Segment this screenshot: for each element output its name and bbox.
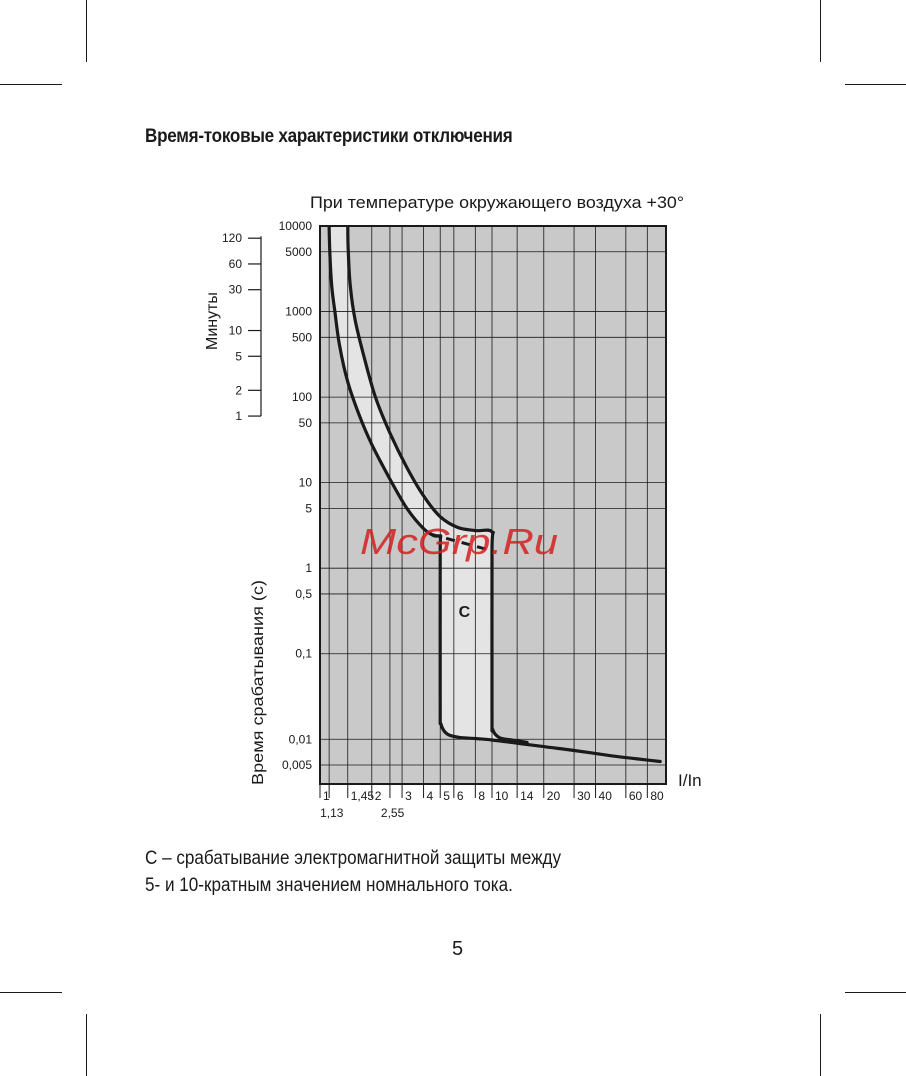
crop-mark-top-right-vertical: [820, 0, 821, 62]
minutes-axis-label: Минуты: [204, 292, 221, 350]
watermark: McGrp.Ru: [360, 521, 558, 562]
x-tick-label: 3: [405, 789, 412, 803]
horizontal-gridlines: [320, 251, 666, 766]
crop-mark-bottom-left-vertical: [86, 1014, 87, 1076]
vertical-gridlines: [328, 226, 648, 784]
y-tick-label: 10: [299, 476, 313, 490]
crop-mark-top-left-vertical: [86, 0, 87, 62]
footnote-line-1: C – срабатывание электромагнитной защиты…: [145, 848, 562, 869]
x-tick-label: 1: [323, 789, 330, 803]
y-tick-label: 0,5: [295, 587, 312, 601]
y-tick-label: 500: [292, 330, 312, 344]
x-tick-label: 1,45: [351, 789, 375, 803]
trip-curve-1: [327, 226, 662, 764]
y-tick-label: 1: [305, 561, 312, 575]
x-axis-label: I/In: [678, 771, 702, 790]
plot-frame: [319, 225, 667, 785]
footnote: C – срабатывание электромагнитной защиты…: [145, 845, 561, 899]
trip-curve-2: [346, 226, 529, 744]
minutes-tick-label: 30: [229, 283, 243, 297]
page-number: 5: [452, 938, 464, 960]
y-axis-label: Время срабатывания (с): [250, 580, 267, 785]
x-tick-label: 80: [650, 789, 664, 803]
y-tick-label: 0,01: [289, 732, 313, 746]
x-tick-label: 4: [427, 789, 434, 803]
y-tick-label: 1000: [285, 305, 312, 319]
y-tick-label: 0,005: [282, 758, 312, 772]
chart-title: При температуре окружающего воздуха +30°: [310, 194, 684, 212]
x-tick-label: 8: [478, 789, 485, 803]
minutes-tick-label: 5: [235, 349, 242, 363]
crop-mark-bottom-right-vertical: [820, 1014, 821, 1076]
y-tick-label: 10000: [279, 219, 313, 233]
x-tick-label: 14: [520, 789, 534, 803]
region-c-label: C: [459, 604, 471, 621]
x-tick-label: 1,13: [320, 806, 344, 820]
minutes-tick-label: 120: [222, 231, 242, 245]
minutes-tick-label: 60: [229, 257, 243, 271]
page-heading: Время-токовые характеристики отключения: [145, 126, 513, 147]
x-tick-label: 40: [599, 789, 613, 803]
x-tick-label: 20: [547, 789, 561, 803]
x-tick-label: 6: [457, 789, 464, 803]
y-tick-label: 5000: [285, 245, 312, 259]
x-tick-label: 10: [495, 789, 509, 803]
minutes-tick-label: 2: [235, 383, 242, 397]
minutes-tick-label: 1: [235, 409, 242, 423]
x-tick-label: 2,55: [381, 806, 405, 820]
x-tick-label: 5: [443, 789, 450, 803]
minutes-axis: 120 60 30 10 5 2 1: [222, 231, 262, 423]
x-tick-label: 2: [375, 789, 382, 803]
crop-mark-top-left-horizontal: [0, 84, 62, 85]
y-tick-label: 50: [299, 416, 313, 430]
crop-mark-bottom-right-horizontal: [845, 992, 906, 993]
y-tick-labels: 10000 5000 1000 500 100 50 10 5 1 0,5 0,1 0,01 0,005: [279, 219, 313, 772]
y-tick-label: 5: [305, 501, 312, 515]
crop-mark-bottom-left-horizontal: [0, 992, 62, 993]
x-tick-label: 60: [629, 789, 643, 803]
y-tick-label: 0,1: [295, 647, 312, 661]
x-tick-label: 30: [577, 789, 591, 803]
curves-group: [327, 226, 662, 764]
crop-mark-top-right-horizontal: [845, 84, 906, 85]
dashed-segment: [430, 532, 493, 553]
x-tick-labels: 1 1,45 2 3 4 5 6 8 10 14 20 30 40 60 80 1,13 2,55: [319, 784, 664, 820]
y-tick-label: 100: [292, 390, 312, 404]
minutes-tick-label: 10: [229, 324, 243, 338]
footnote-line-2: 5- и 10-кратным значением номнального то…: [145, 875, 513, 896]
